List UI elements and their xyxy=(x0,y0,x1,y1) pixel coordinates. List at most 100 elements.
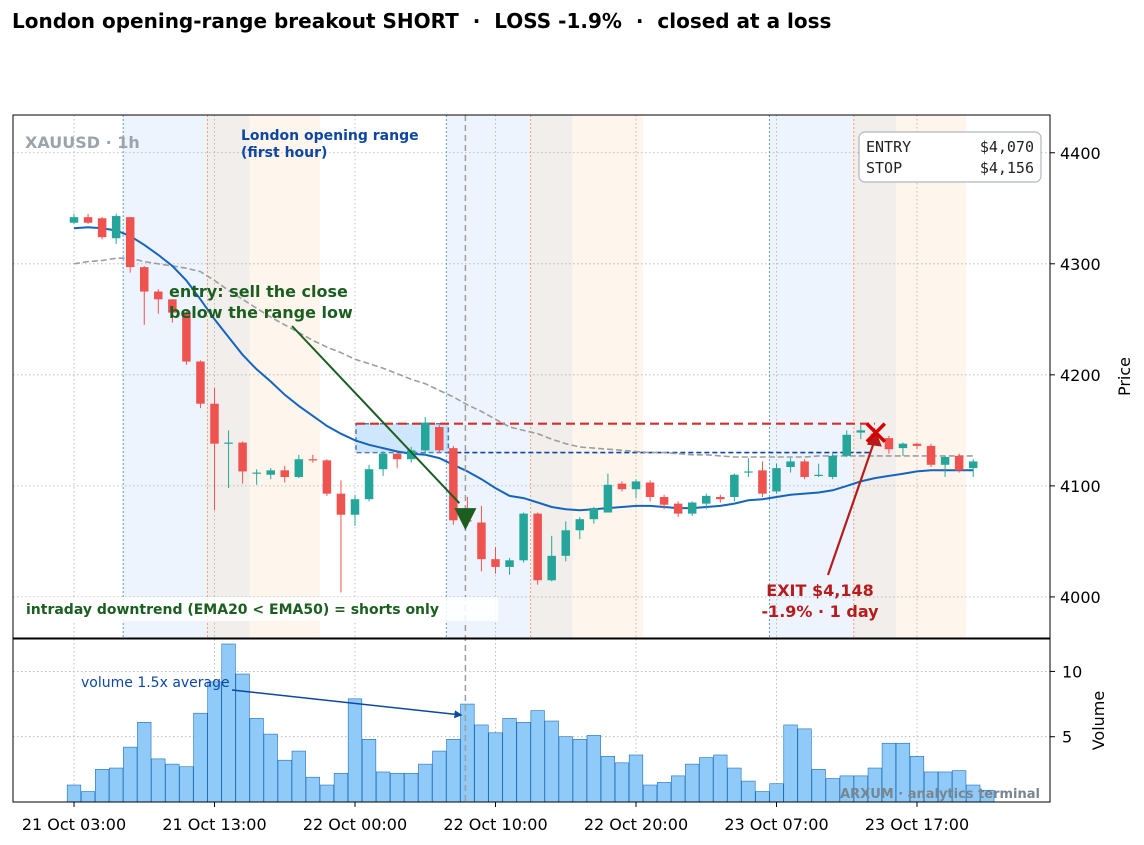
overlap-session-shade xyxy=(853,115,896,638)
volume-bar xyxy=(656,782,672,802)
candle xyxy=(800,459,809,480)
candle xyxy=(252,469,261,485)
volume-bar xyxy=(783,724,798,802)
price-tick-label: 4400 xyxy=(1060,144,1101,163)
candle-body xyxy=(519,513,528,561)
candle xyxy=(238,441,247,484)
volume-bar xyxy=(558,736,573,802)
volume-panel xyxy=(13,639,1050,802)
volume-bar xyxy=(66,784,82,802)
candle xyxy=(702,493,711,510)
candle-body xyxy=(533,513,542,581)
volume-bar xyxy=(151,758,166,802)
candle-body xyxy=(702,495,711,504)
candle-body xyxy=(97,218,107,238)
candle-body xyxy=(266,470,275,475)
volume-bar xyxy=(699,757,714,802)
candle xyxy=(364,464,374,502)
candle xyxy=(322,459,332,496)
symbol-label: XAUUSD · 1h xyxy=(25,133,140,152)
candle xyxy=(898,442,908,456)
candle xyxy=(659,494,669,510)
candle-body xyxy=(730,474,739,497)
volume-tick-label: 5 xyxy=(1062,728,1072,747)
volume-bar xyxy=(502,718,517,802)
volume-tick-label: 10 xyxy=(1062,662,1082,681)
candle xyxy=(266,468,275,480)
volume-bar xyxy=(460,703,475,802)
volume-bar xyxy=(291,750,306,802)
volume-bar xyxy=(95,769,110,802)
candle-body xyxy=(589,508,599,520)
candle xyxy=(505,558,514,575)
volume-bar xyxy=(895,742,911,802)
candle-body xyxy=(421,422,430,451)
candle xyxy=(111,213,121,244)
opening-range-label-line: London opening range xyxy=(241,128,419,144)
time-tick-label: 21 Oct 13:00 xyxy=(162,815,266,834)
volume-bar xyxy=(755,791,770,802)
candle xyxy=(378,451,388,476)
candle-body xyxy=(252,472,261,474)
entry-annotation-line: below the range low xyxy=(169,303,353,322)
trade-info-box xyxy=(858,131,1042,183)
ema20-line xyxy=(73,226,974,512)
candle xyxy=(280,465,289,483)
volume-bar xyxy=(530,710,545,802)
opening-range-label-line: (first hour) xyxy=(241,145,327,161)
price-axis-label: Price xyxy=(1115,357,1134,396)
trend-note: intraday downtrend (EMA20 < EMA50) = sho… xyxy=(26,602,439,618)
volume-bar xyxy=(249,718,264,802)
opening-range-label: London opening range (first hour) xyxy=(241,128,419,161)
trend-note-bg xyxy=(20,597,498,621)
volume-bar xyxy=(207,681,222,802)
candle xyxy=(421,417,430,456)
volume-bar xyxy=(797,728,812,802)
annotations: XAUUSD · 1h London opening range (first ho… xyxy=(20,128,1042,802)
candle-body xyxy=(631,481,641,490)
candle-body xyxy=(912,443,922,446)
candle xyxy=(533,512,542,585)
volume-bar xyxy=(390,772,405,802)
candle xyxy=(716,494,725,503)
time-tick-label: 22 Oct 20:00 xyxy=(584,815,688,834)
london-session-shade xyxy=(123,115,208,638)
candle-body xyxy=(168,299,177,313)
exit-annotation-line: EXIT $4,148 xyxy=(766,581,873,600)
candle-body xyxy=(561,530,570,556)
candle-body xyxy=(350,499,360,515)
volume-bar xyxy=(137,722,152,802)
volume-bar xyxy=(123,746,138,802)
candle-body xyxy=(926,445,936,465)
candle xyxy=(182,310,191,365)
candle xyxy=(449,445,458,525)
candle-body xyxy=(786,461,795,467)
volume-note-arrow xyxy=(231,689,463,719)
price-panel-frame xyxy=(12,114,1051,639)
candle xyxy=(842,430,851,458)
candle-body xyxy=(659,496,669,505)
time-tick-label: 22 Oct 10:00 xyxy=(443,815,547,834)
candle-body xyxy=(617,483,627,490)
time-tick-label: 23 Oct 17:00 xyxy=(865,815,969,834)
volume-bar xyxy=(305,776,320,802)
candle-body xyxy=(294,459,304,477)
volume-bar xyxy=(769,783,784,802)
candle xyxy=(954,453,964,473)
candle-body xyxy=(758,470,767,494)
volume-bar xyxy=(474,724,489,802)
candle-body xyxy=(547,555,556,581)
candle xyxy=(758,461,767,497)
candle xyxy=(814,463,823,477)
volume-bar xyxy=(109,767,124,802)
candle-body xyxy=(968,461,978,469)
candle-body xyxy=(491,559,500,567)
candle-body xyxy=(322,460,332,494)
candle xyxy=(926,443,936,467)
candle-body xyxy=(125,217,135,268)
candle-body xyxy=(940,457,950,465)
volume-axis-label: Volume xyxy=(1089,691,1108,751)
stop-info-label: STOP xyxy=(866,159,902,177)
candle-body xyxy=(716,496,725,500)
